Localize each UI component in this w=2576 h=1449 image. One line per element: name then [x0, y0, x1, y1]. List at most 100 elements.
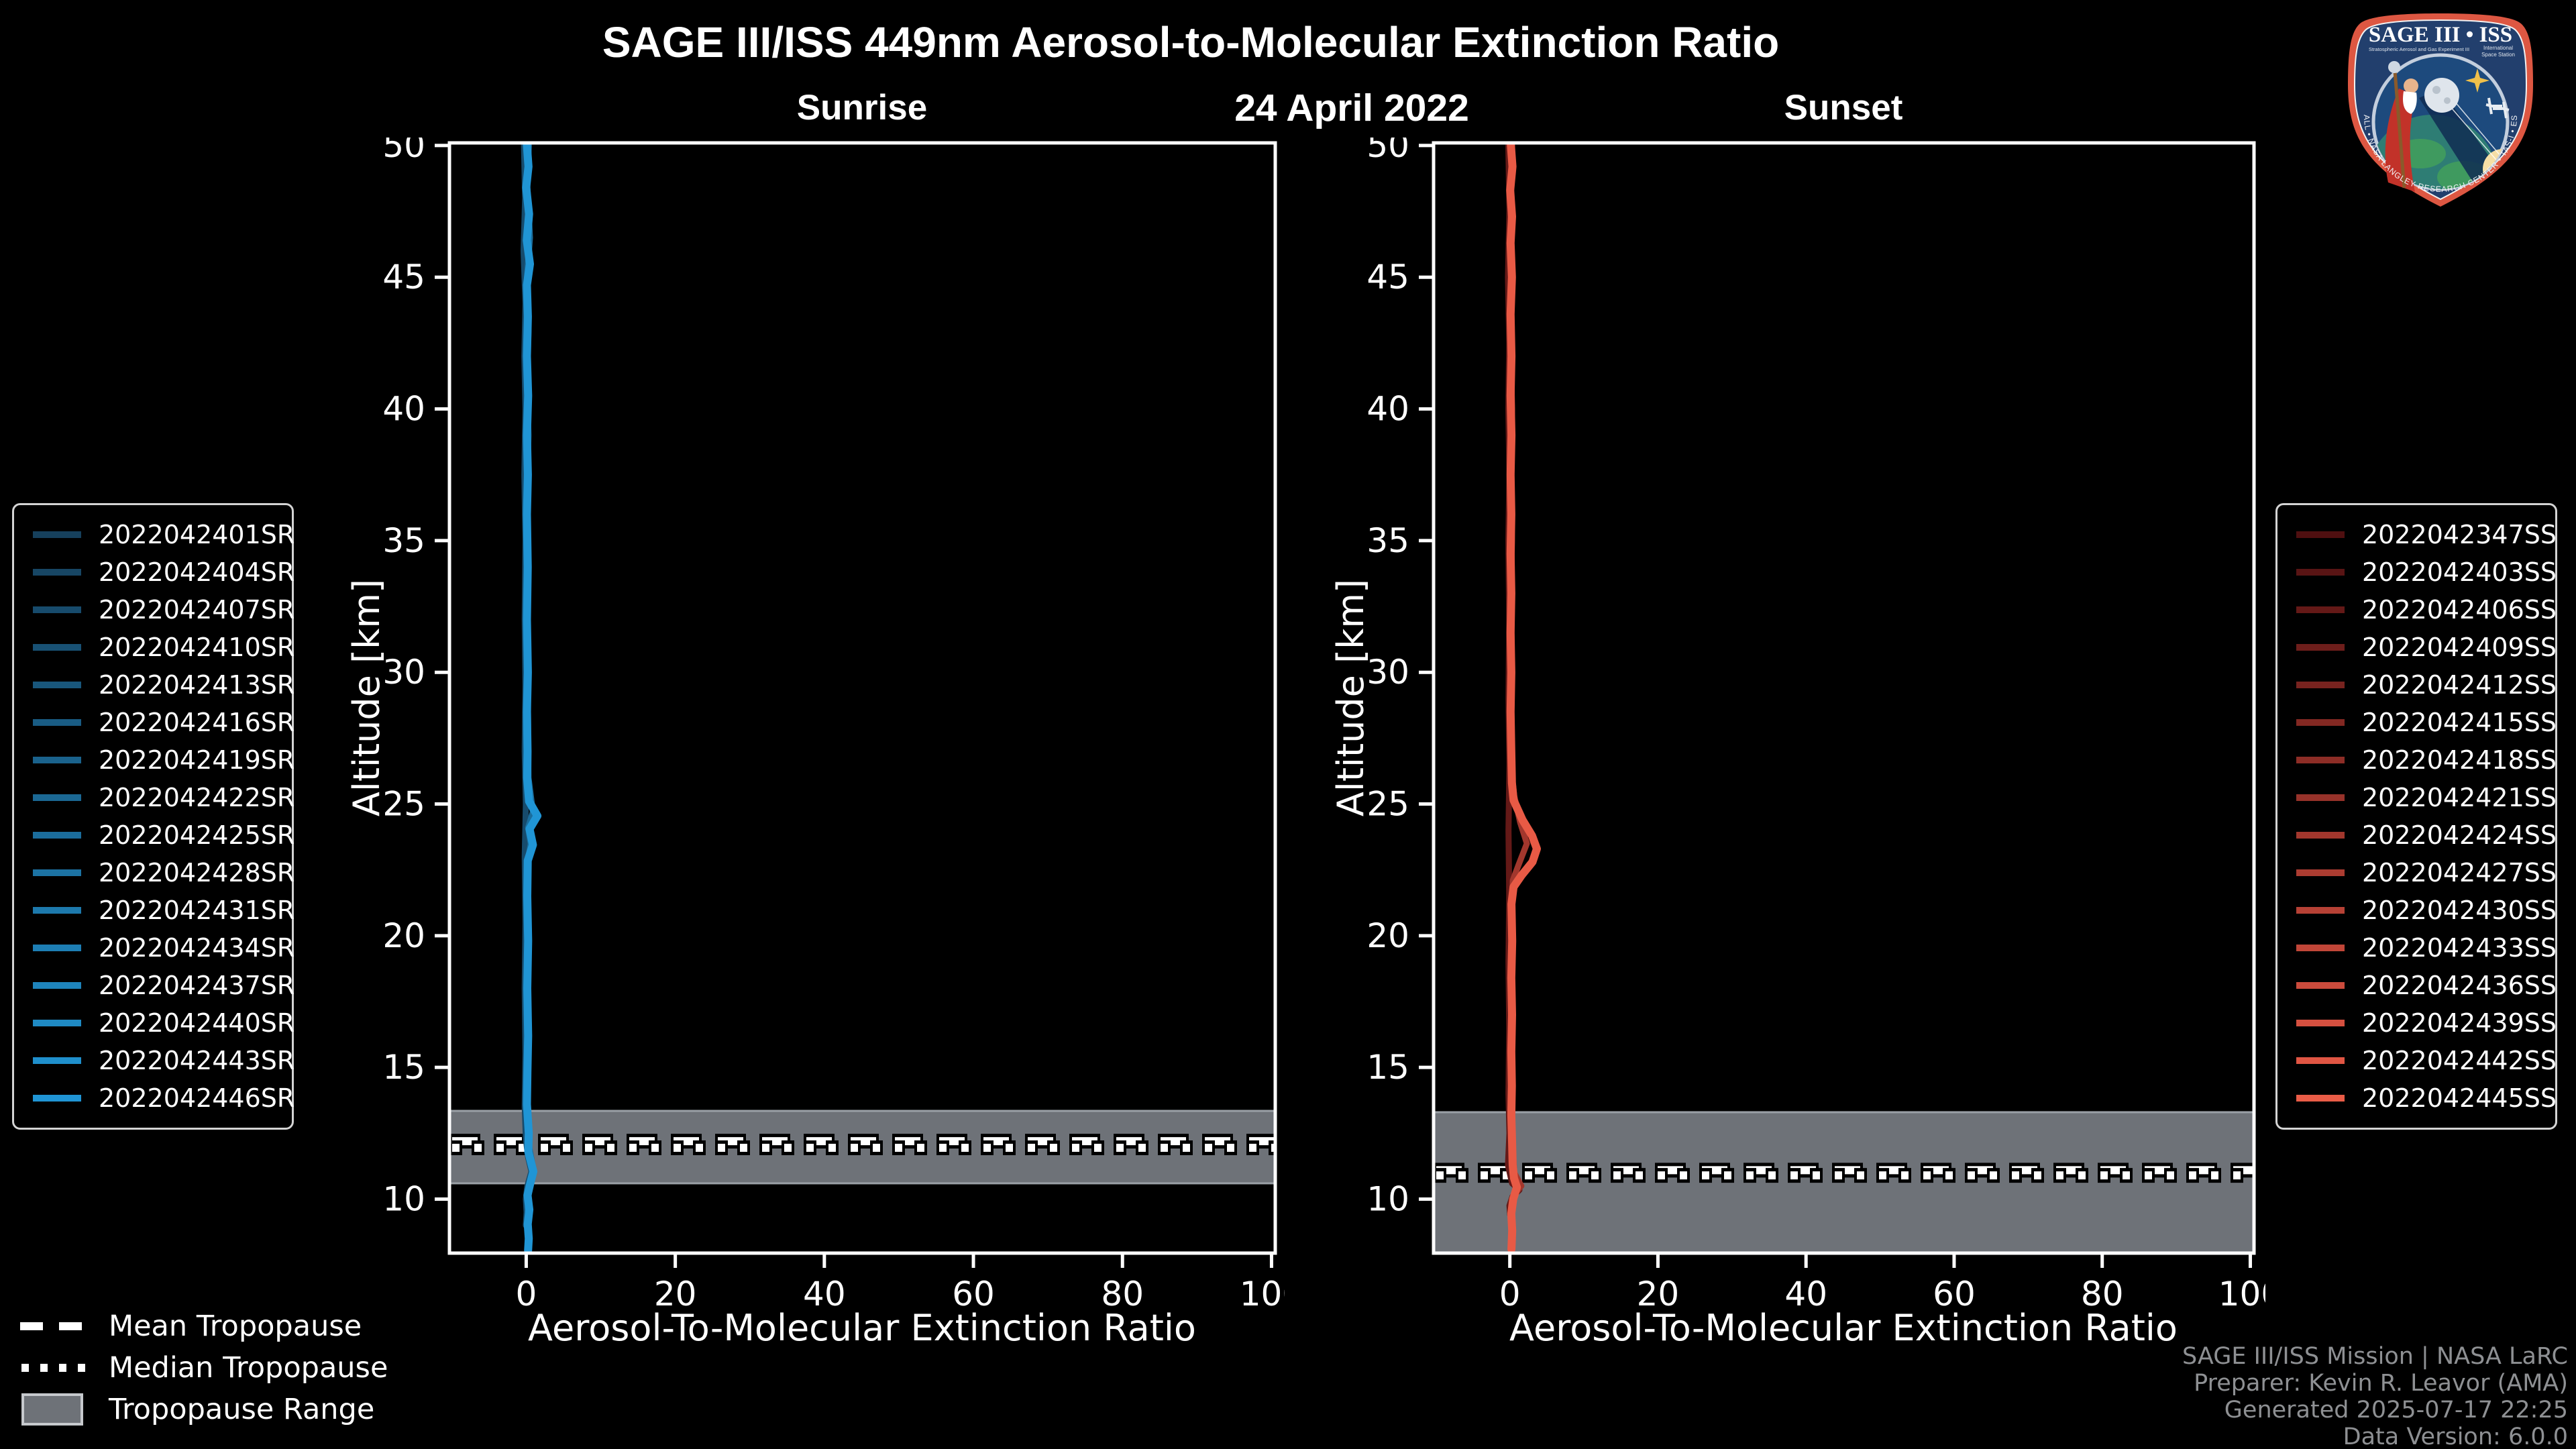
event-line-swatch — [33, 719, 81, 726]
legend-item: 2022042436SS — [2287, 967, 2557, 1004]
svg-text:60: 60 — [1933, 1275, 1976, 1313]
legend-item: 2022042409SS — [2287, 629, 2557, 666]
svg-text:40: 40 — [803, 1275, 846, 1313]
svg-text:100: 100 — [2218, 1275, 2265, 1313]
event-line-swatch — [33, 945, 81, 951]
event-label: 2022042419SR — [99, 745, 295, 775]
legend-item: 2022042413SR — [23, 666, 294, 704]
legend-item: 2022042437SR — [23, 967, 294, 1004]
event-label: 2022042427SS — [2362, 858, 2557, 888]
sunrise-event-legend: 2022042401SR 2022042404SR 2022042407SR 2022… — [12, 503, 294, 1130]
legend-item: 2022042406SS — [2287, 591, 2557, 629]
logo-subtitle-left: Stratospheric Aerosol and Gas Experiment… — [2369, 46, 2469, 52]
event-label: 2022042410SR — [99, 633, 295, 662]
event-label: 2022042433SS — [2362, 933, 2557, 963]
panel-title-sunset: Sunset — [1784, 88, 1903, 127]
event-line-swatch — [33, 569, 81, 576]
tropopause-range-box-icon — [21, 1393, 83, 1426]
legend-item: 2022042403SS — [2287, 553, 2557, 591]
event-label: 2022042422SR — [99, 783, 295, 812]
page-title: SAGE III/ISS 449nm Aerosol-to-Molecular … — [602, 18, 1780, 66]
event-line-swatch — [33, 1057, 81, 1064]
event-line-swatch — [33, 907, 81, 914]
legend-item: 2022042421SS — [2287, 779, 2557, 816]
logo-wordmark: SAGE III • ISS — [2369, 23, 2512, 47]
wizard-figure — [2385, 61, 2418, 192]
event-label: 2022042442SS — [2362, 1046, 2557, 1075]
svg-text:15: 15 — [1366, 1048, 1409, 1087]
event-line-swatch — [2296, 682, 2345, 688]
svg-text:25: 25 — [382, 785, 425, 824]
svg-text:20: 20 — [382, 916, 425, 955]
legend-item: 2022042430SS — [2287, 892, 2557, 929]
event-line-swatch — [33, 1095, 81, 1102]
x-axis-label-sunset: Aerosol-To-Molecular Extinction Ratio — [1509, 1307, 2178, 1349]
event-label: 2022042416SR — [99, 708, 295, 737]
svg-text:45: 45 — [1366, 258, 1409, 297]
panel-title-sunrise: Sunrise — [796, 88, 928, 127]
event-label: 2022042440SR — [99, 1008, 295, 1038]
event-label: 2022042446SR — [99, 1083, 295, 1113]
legend-item: 2022042427SS — [2287, 854, 2557, 892]
event-line-swatch — [2296, 719, 2345, 726]
event-label: 2022042409SS — [2362, 633, 2557, 662]
legend-item: 2022042434SR — [23, 929, 294, 967]
svg-text:15: 15 — [382, 1048, 425, 1087]
svg-text:50: 50 — [1366, 138, 1409, 165]
legend-item: 2022042418SS — [2287, 741, 2557, 779]
event-line-swatch — [2296, 945, 2345, 951]
credit-line-version: Data Version: 6.0.0 — [2343, 1424, 2568, 1449]
event-label: 2022042401SR — [99, 520, 295, 549]
median-tropopause-legend-item: Median Tropopause — [20, 1347, 388, 1389]
legend-item: 2022042424SS — [2287, 816, 2557, 854]
legend-item: 2022042442SS — [2287, 1042, 2557, 1079]
mean-tropopause-dash-icon — [20, 1322, 87, 1330]
event-line-swatch — [33, 832, 81, 839]
event-line-swatch — [33, 644, 81, 651]
legend-item: 2022042410SR — [23, 629, 294, 666]
tropopause-range-legend-item: Tropopause Range — [20, 1389, 388, 1430]
event-line-swatch — [2296, 982, 2345, 989]
svg-text:20: 20 — [1637, 1275, 1680, 1313]
legend-item: 2022042347SS — [2287, 516, 2557, 553]
mean-tropopause-label: Mean Tropopause — [109, 1309, 362, 1343]
event-line-swatch — [33, 606, 81, 613]
svg-text:40: 40 — [382, 390, 425, 429]
event-label: 2022042428SR — [99, 858, 295, 888]
sunset-event-legend: 2022042347SS 2022042403SS 2022042406SS 2022… — [2275, 503, 2557, 1130]
event-line-swatch — [33, 531, 81, 538]
median-tropopause-label: Median Tropopause — [109, 1351, 388, 1385]
event-line-swatch — [2296, 1095, 2345, 1102]
event-label: 2022042347SS — [2362, 520, 2557, 549]
event-label: 2022042404SR — [99, 557, 295, 587]
legend-item: 2022042440SR — [23, 1004, 294, 1042]
legend-item: 2022042443SR — [23, 1042, 294, 1079]
legend-item: 2022042433SS — [2287, 929, 2557, 967]
event-line-swatch — [2296, 832, 2345, 839]
svg-text:50: 50 — [382, 138, 425, 165]
credit-line-mission: SAGE III/ISS Mission | NASA LaRC — [2182, 1343, 2568, 1370]
date-subtitle: 24 April 2022 — [1234, 87, 1469, 129]
legend-item: 2022042407SR — [23, 591, 294, 629]
svg-text:20: 20 — [1366, 916, 1409, 955]
legend-item: 2022042428SR — [23, 854, 294, 892]
logo-subtitle-right-2: Space Station — [2481, 52, 2515, 58]
event-line-swatch — [2296, 569, 2345, 576]
legend-item: 2022042404SR — [23, 553, 294, 591]
svg-text:0: 0 — [516, 1275, 537, 1313]
event-label: 2022042425SR — [99, 820, 295, 850]
event-label: 2022042406SS — [2362, 595, 2557, 625]
svg-text:100: 100 — [1240, 1275, 1285, 1313]
svg-text:30: 30 — [382, 653, 425, 692]
svg-text:20: 20 — [654, 1275, 697, 1313]
iss-icon — [2485, 97, 2510, 119]
legend-item: 2022042445SS — [2287, 1079, 2557, 1117]
event-line-swatch — [2296, 794, 2345, 801]
event-label: 2022042412SS — [2362, 670, 2557, 700]
event-line-swatch — [2296, 907, 2345, 914]
svg-text:60: 60 — [952, 1275, 995, 1313]
svg-text:80: 80 — [2081, 1275, 2124, 1313]
event-line-swatch — [2296, 1020, 2345, 1026]
legend-item: 2022042416SR — [23, 704, 294, 741]
event-line-swatch — [33, 869, 81, 876]
